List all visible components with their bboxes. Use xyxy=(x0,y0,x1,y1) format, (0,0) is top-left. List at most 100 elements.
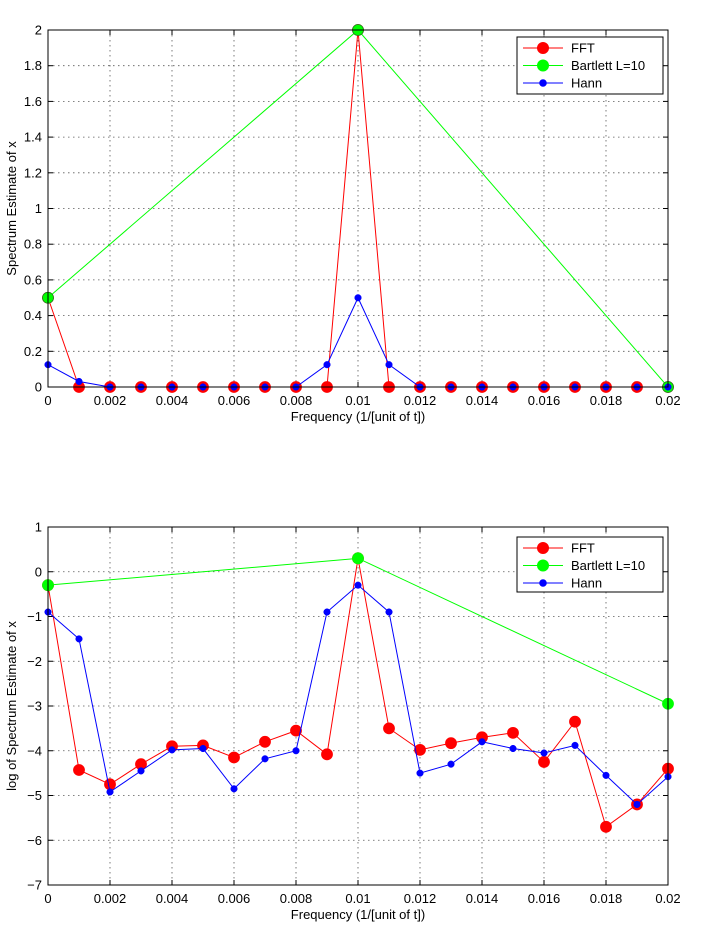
x-tick-label: 0.012 xyxy=(404,891,437,906)
y-tick-label: 1.6 xyxy=(24,94,42,109)
x-tick-label: 0.002 xyxy=(94,891,127,906)
data-point xyxy=(538,756,550,768)
x-tick-label: 0.01 xyxy=(345,891,370,906)
x-tick-label: 0.014 xyxy=(466,891,499,906)
x-axis-label: Frequency (1/[unit of t]) xyxy=(291,907,425,922)
legend-entry: Hann xyxy=(571,76,602,91)
data-point xyxy=(385,608,393,616)
y-tick-label: −2 xyxy=(27,654,42,669)
bottom-log-spectrum-chart: 0 0.002 0.004 0.006 0.008 0.01 0.012 0.014 0.016… xyxy=(4,520,681,923)
y-tick-label: 0 xyxy=(35,380,42,395)
y-tick-label: 2 xyxy=(35,23,42,38)
data-point xyxy=(104,778,116,791)
data-point xyxy=(290,724,302,737)
legend-marker xyxy=(537,59,549,72)
data-point xyxy=(571,741,579,749)
x-tick-label: 0.004 xyxy=(156,393,189,408)
y-tick-label: 0.2 xyxy=(24,344,42,359)
axes-frame xyxy=(47,526,669,886)
x-tick-label: 0 xyxy=(44,393,51,408)
legend-entry: FFT xyxy=(571,541,595,556)
legend-entry: Bartlett L=10 xyxy=(571,58,645,73)
data-point xyxy=(199,744,207,753)
y-tick-label: 1 xyxy=(35,520,42,535)
y-tick-label: −5 xyxy=(27,788,42,803)
y-tick-label: −1 xyxy=(27,609,42,624)
data-point xyxy=(352,552,364,565)
data-point xyxy=(323,608,331,616)
data-point xyxy=(507,726,519,739)
data-point xyxy=(323,361,331,369)
x-tick-label: 0.018 xyxy=(590,891,623,906)
x-tick-label: 0.01 xyxy=(345,393,370,408)
data-point xyxy=(414,743,426,756)
data-point xyxy=(259,735,271,748)
legend-entry: FFT xyxy=(571,41,595,56)
data-point xyxy=(478,738,486,746)
y-tick-label: 0 xyxy=(35,564,42,579)
legend-marker xyxy=(537,542,549,554)
data-point xyxy=(168,746,176,754)
legend: FFT Bartlett L=10 Hann xyxy=(516,536,664,593)
data-point xyxy=(354,294,362,302)
data-point xyxy=(292,747,300,755)
x-tick-label: 0 xyxy=(44,891,51,906)
data-point xyxy=(600,820,612,833)
data-point xyxy=(383,722,395,735)
x-tick-label: 0.016 xyxy=(528,891,561,906)
y-tick-label: 0.8 xyxy=(24,237,42,252)
x-tick-label: 0.006 xyxy=(218,891,251,906)
data-point xyxy=(321,748,333,761)
series-hann xyxy=(44,581,672,809)
x-tick-label: 0.008 xyxy=(280,393,313,408)
x-tick-label: 0.004 xyxy=(156,891,189,906)
x-tick-label: 0.02 xyxy=(655,393,680,408)
top-spectrum-chart: 0 0.002 0.004 0.006 0.008 0.01 0.012 0.014 0.016… xyxy=(4,23,681,425)
legend-entry: Bartlett L=10 xyxy=(571,558,645,573)
x-tick-label: 0.002 xyxy=(94,393,127,408)
data-point xyxy=(385,361,393,369)
y-tick-label: 1.8 xyxy=(24,58,42,73)
y-axis-label: Spectrum Estimate of x xyxy=(4,141,19,276)
y-tick-label: −4 xyxy=(27,743,42,758)
data-point xyxy=(261,755,269,763)
data-point xyxy=(75,377,83,386)
x-tick-label: 0.008 xyxy=(280,891,313,906)
y-axis-label: log of Spectrum Estimate of x xyxy=(4,621,19,791)
data-point xyxy=(230,785,238,793)
x-axis-label: Frequency (1/[unit of t]) xyxy=(291,409,425,424)
data-point xyxy=(106,788,114,796)
data-point xyxy=(509,744,517,753)
x-tick-label: 0.016 xyxy=(528,393,561,408)
data-point xyxy=(540,749,548,757)
y-tick-label: −7 xyxy=(27,878,42,893)
y-tick-label: 1.4 xyxy=(24,130,42,145)
data-point xyxy=(447,760,455,768)
legend-entry: Hann xyxy=(571,576,602,591)
legend: FFT Bartlett L=10 Hann xyxy=(516,36,664,95)
y-tick-label: −6 xyxy=(27,833,42,848)
data-point xyxy=(602,771,610,779)
x-tick-label: 0.012 xyxy=(404,393,437,408)
axes-frame xyxy=(47,29,669,388)
data-point xyxy=(137,767,145,775)
data-point xyxy=(416,769,424,777)
legend-marker xyxy=(537,559,549,572)
data-point xyxy=(228,751,240,764)
legend-marker xyxy=(539,579,547,587)
data-point xyxy=(633,800,641,809)
y-tick-label: 1 xyxy=(35,201,42,216)
y-tick-label: 1.2 xyxy=(24,165,42,180)
data-point xyxy=(354,581,362,589)
x-tick-label: 0.018 xyxy=(590,393,623,408)
data-point xyxy=(569,715,581,728)
data-point xyxy=(73,764,85,776)
x-tick-label: 0.02 xyxy=(655,891,680,906)
x-tick-label: 0.014 xyxy=(466,393,499,408)
legend-marker xyxy=(537,42,549,54)
legend-marker xyxy=(539,79,547,87)
y-tick-label: 0.4 xyxy=(24,308,42,323)
x-tick-label: 0.006 xyxy=(218,393,251,408)
y-tick-label: −3 xyxy=(27,699,42,714)
